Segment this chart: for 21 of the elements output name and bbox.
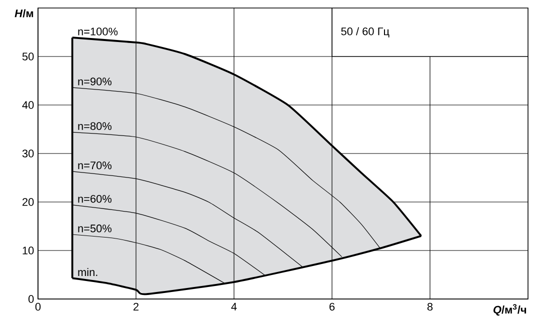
text: 50 / 60 Гц xyxy=(341,27,390,38)
series-label: n=90% xyxy=(78,78,112,86)
series-label: n=100% xyxy=(78,28,118,36)
series-label: n=80% xyxy=(78,122,112,130)
x-tick-label: 2 xyxy=(134,302,138,311)
y-tick-label: 30 xyxy=(22,150,34,158)
x-tick-label: 8 xyxy=(427,302,433,311)
x-tick-label: 0 xyxy=(35,302,41,311)
series-label: n=70% xyxy=(78,162,112,170)
y-tick-label: 20 xyxy=(22,198,34,206)
y-tick-label: 50 xyxy=(22,52,34,60)
y-tick-label: 10 xyxy=(22,246,34,254)
y-tick-label: 0 xyxy=(28,295,34,303)
y-axis-title: H/м xyxy=(14,9,34,18)
series-label: n=60% xyxy=(78,194,112,203)
x-tick-label: 4 xyxy=(231,302,237,310)
x-axis-title: Q/м$^{3}$/ч xyxy=(493,304,526,316)
x-tick-label: 6 xyxy=(330,302,335,311)
series-label: min. xyxy=(78,268,98,276)
series-label: n=50% xyxy=(78,224,112,232)
y-tick-label: 40 xyxy=(22,101,34,109)
